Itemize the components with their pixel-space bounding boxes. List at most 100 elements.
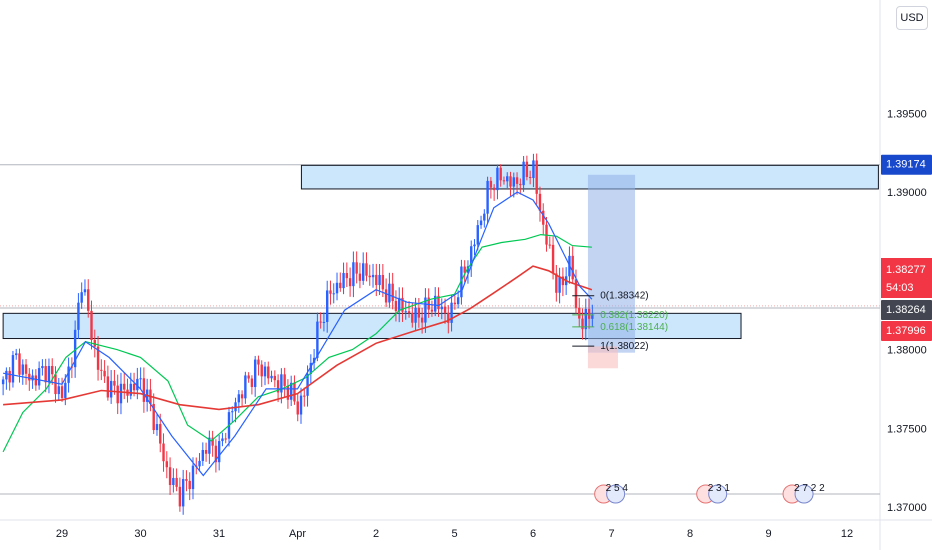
candle-body: [188, 480, 191, 490]
candle-body: [561, 276, 565, 286]
candle-body: [502, 180, 506, 182]
candle-body: [119, 383, 123, 404]
candle-body: [51, 366, 54, 375]
candle-body: [551, 244, 555, 274]
time-tick-label: 5: [451, 528, 457, 540]
candle-body: [525, 161, 529, 177]
candle-body: [571, 255, 574, 280]
candle-body: [384, 289, 388, 303]
candle-body: [54, 374, 57, 395]
fib-level-label: 1(1.38022): [600, 341, 648, 352]
candle-body: [496, 167, 499, 191]
candle-body: [113, 380, 116, 386]
candle-body: [463, 266, 466, 273]
support-price-label: 1.38264: [886, 304, 926, 316]
last-price-label: 1.38277: [886, 264, 926, 276]
candle-body: [1, 379, 5, 385]
candle-body: [532, 160, 535, 179]
candle-body: [208, 437, 211, 454]
candle-body: [519, 183, 522, 186]
candle-body: [515, 177, 519, 184]
candle-body: [142, 378, 146, 402]
calendar-flag-icon[interactable]: [708, 484, 728, 504]
currency-selector[interactable]: USD: [896, 6, 928, 30]
calendar-flag-icon[interactable]: [606, 484, 626, 504]
time-axis[interactable]: 29 30 31 Apr 2 5 6 7 8 9 12: [56, 528, 853, 540]
last-price-tag: [881, 258, 932, 298]
candle-body: [286, 385, 290, 400]
candle-body: [483, 213, 486, 221]
price-tick-label: 1.38000: [887, 345, 927, 357]
candle-body: [362, 263, 365, 281]
candle-body: [548, 244, 551, 246]
candle-body: [309, 362, 313, 374]
price-tick-label: 1.39000: [887, 187, 927, 199]
time-tick-label: 12: [841, 528, 853, 540]
candle-body: [221, 438, 224, 442]
candle-body: [5, 370, 8, 380]
candle-body: [584, 308, 587, 330]
candle-body: [185, 479, 188, 481]
candle-body: [80, 292, 83, 303]
projection-box[interactable]: [587, 174, 636, 353]
candle-body: [430, 309, 434, 312]
candle-body: [276, 380, 280, 393]
fibonacci-retracement[interactable]: 0(1.38342) 0.382(1.38220)0.618(1.38144) 1(…: [572, 291, 668, 352]
candle-body: [339, 282, 342, 289]
candle-body: [470, 246, 473, 267]
candle-body: [165, 461, 168, 468]
candle-body: [329, 290, 332, 294]
candle-body: [578, 307, 581, 319]
candle-body: [466, 266, 470, 273]
candle-body: [47, 366, 51, 383]
fib-level-label: 0.618(1.38144): [600, 322, 668, 333]
candle-body: [342, 273, 345, 289]
candle-body: [60, 386, 64, 398]
time-tick-label: 9: [765, 528, 771, 540]
candle-body: [181, 479, 185, 507]
candle-body: [355, 262, 358, 274]
candle-body: [257, 359, 260, 365]
candle-body: [77, 302, 80, 330]
calendar-mark-label: 2 3 1: [708, 483, 731, 494]
support-price-tag: [881, 300, 932, 320]
candle-body: [18, 353, 21, 375]
candle-body: [335, 282, 339, 294]
resistance-price-tag: [881, 154, 932, 175]
candle-body: [283, 374, 286, 386]
calendar-mark-label: 2 5 4: [606, 483, 629, 494]
stop-box[interactable]: [587, 346, 618, 369]
candle-body: [299, 395, 303, 415]
candle-body: [270, 375, 273, 379]
candle-body: [100, 369, 103, 371]
candle-body: [211, 437, 214, 446]
indicator-lines: [2, 191, 593, 477]
calendar-flag-icon[interactable]: [794, 484, 814, 504]
candle-body: [250, 378, 254, 388]
candle-body: [476, 225, 479, 245]
candle-body: [489, 180, 493, 188]
price-tick-label: 1.37500: [887, 423, 927, 435]
candle-body: [28, 373, 31, 381]
candle-body: [411, 312, 414, 323]
candle-body: [15, 353, 18, 356]
candle-body: [162, 443, 165, 462]
price-tags: 1.39174 1.38277 54:03 1.38264 1.37996: [881, 154, 932, 341]
candle-body: [456, 297, 460, 305]
candle-body: [178, 486, 182, 507]
candle-body: [296, 401, 299, 415]
candle-body: [83, 289, 87, 293]
candle-body: [509, 176, 512, 187]
candle-body: [348, 278, 352, 287]
candle-body: [587, 308, 591, 319]
candle-body: [103, 370, 106, 377]
candle-body: [231, 411, 234, 413]
candle-body: [214, 445, 218, 463]
candle-body: [191, 465, 195, 490]
candle-body: [581, 318, 584, 330]
time-tick-label: 6: [530, 528, 536, 540]
time-tick-label: 8: [687, 528, 693, 540]
